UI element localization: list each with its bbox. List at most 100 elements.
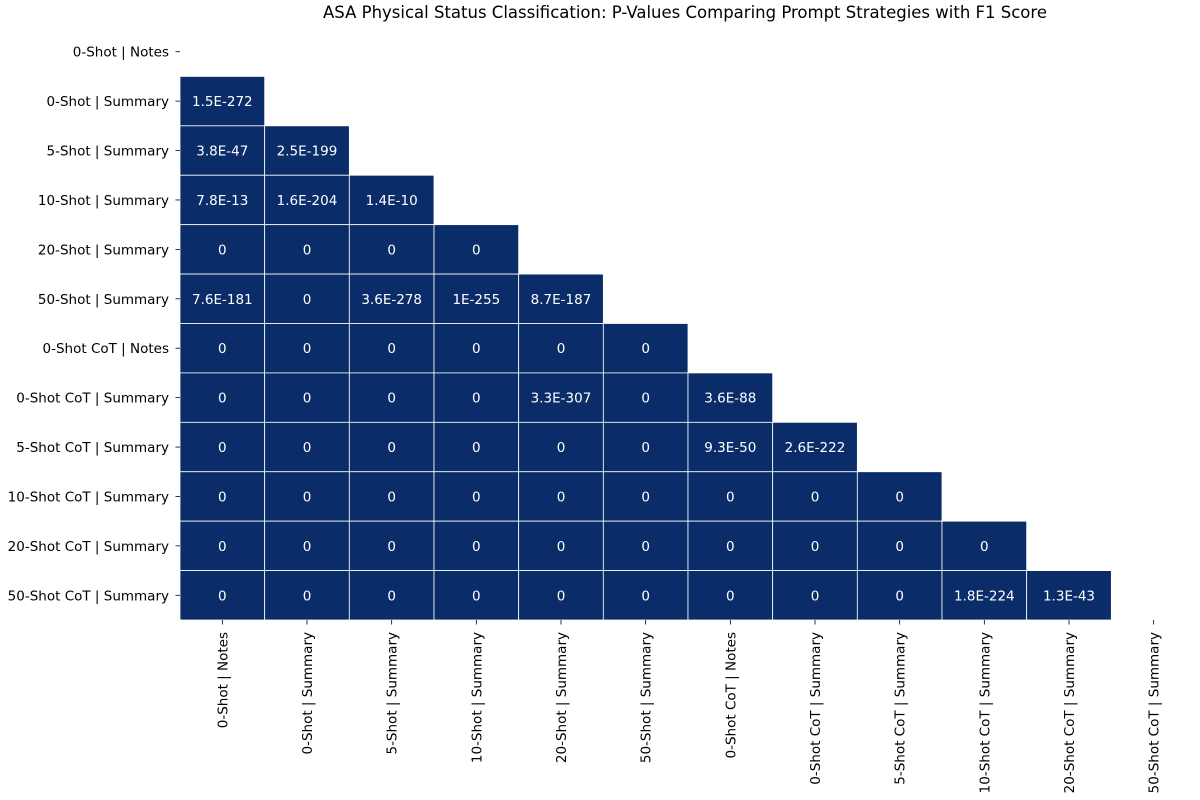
heatmap-cell: [433, 224, 520, 275]
cell-value-label: 0: [472, 489, 481, 505]
x-tick-label: 0-Shot | Summary: [300, 632, 316, 755]
heatmap-cell: [433, 372, 520, 423]
heatmap-cell: [518, 323, 604, 374]
cell-value-label: 0: [387, 341, 396, 357]
cell-value-label: 0: [218, 242, 227, 258]
cell-value-label: 0: [303, 292, 312, 308]
cell-value-label: 0: [726, 489, 735, 505]
x-tick-label: 0-Shot CoT | Notes: [723, 632, 739, 758]
cell-value-label: 3.6E-278: [361, 292, 422, 308]
heatmap-cell: [348, 520, 435, 571]
cell-value-label: 0: [387, 539, 396, 555]
cell-value-label: 0: [218, 341, 227, 357]
heatmap-cell: [856, 520, 943, 571]
heatmap-cell: [518, 273, 604, 324]
heatmap-cell: [264, 520, 350, 571]
y-tick-label: 0-Shot | Notes: [73, 45, 169, 61]
cell-value-label: 0: [557, 440, 566, 456]
cell-value-label: 0: [472, 391, 481, 407]
heatmap-cell: [433, 471, 520, 522]
heatmap-cell: [264, 224, 350, 275]
heatmap-cells: 1.5E-272 3.8E-47 2.5E-199 7.8E-13 1.6E-204 1.…: [179, 76, 1112, 621]
y-tick-labels: 0-Shot | Notes 0-Shot | Summary 5-Shot | S…: [8, 45, 180, 604]
cell-value-label: 0: [472, 588, 481, 604]
cell-value-label: 0: [641, 341, 650, 357]
cell-value-label: 0: [726, 588, 735, 604]
heatmap-cell: [518, 520, 604, 571]
heatmap-cell: [264, 372, 350, 423]
y-tick-label: 10-Shot CoT | Summary: [8, 489, 169, 505]
cell-value-label: 0: [726, 539, 735, 555]
x-tick-label: 20-Shot CoT | Summary: [1062, 632, 1078, 793]
cell-value-label: 0: [641, 440, 650, 456]
heatmap-cell: [264, 273, 350, 324]
x-tick-label: 20-Shot | Summary: [554, 632, 570, 763]
heatmap-cell: [348, 471, 435, 522]
cell-value-label: 0: [472, 539, 481, 555]
heatmap-cell: [602, 520, 689, 571]
cell-value-label: 0: [472, 242, 481, 258]
heatmap-cell: [348, 273, 435, 324]
heatmap-cell: [179, 570, 266, 621]
cell-value-label: 0: [303, 440, 312, 456]
cell-value-label: 0: [387, 391, 396, 407]
heatmap-cell: [179, 174, 266, 226]
cell-value-label: 0: [218, 440, 227, 456]
cell-value-label: 7.8E-13: [196, 193, 248, 209]
heatmap-cell: [264, 174, 350, 226]
heatmap-cell: [433, 323, 520, 374]
cell-value-label: 0: [895, 539, 904, 555]
cell-value-label: 1.8E-224: [954, 588, 1015, 604]
heatmap-cell: [264, 471, 350, 522]
cell-value-label: 0: [811, 489, 820, 505]
heatmap-cell: [687, 421, 774, 473]
cell-value-label: 0: [303, 242, 312, 258]
x-tick-label: 0-Shot CoT | Summary: [808, 632, 824, 785]
heatmap-cell: [856, 570, 943, 621]
y-tick-label: 50-Shot | Summary: [38, 292, 169, 308]
heatmap-cell: [179, 372, 266, 423]
cell-value-label: 0: [387, 242, 396, 258]
x-tick-label: 0-Shot | Notes: [215, 632, 231, 728]
cell-value-label: 0: [557, 489, 566, 505]
heatmap-cell: [772, 520, 858, 571]
cell-value-label: 1.3E-43: [1043, 588, 1095, 604]
cell-value-label: 0: [895, 489, 904, 505]
x-tick-label: 10-Shot CoT | Summary: [977, 632, 993, 793]
x-tick-label: 50-Shot CoT | Summary: [1147, 632, 1163, 793]
heatmap-cell: [687, 471, 774, 522]
cell-value-label: 3.8E-47: [196, 144, 248, 160]
y-tick-label: 0-Shot CoT | Summary: [16, 391, 169, 407]
cell-value-label: 0: [557, 539, 566, 555]
heatmap-cell: [602, 372, 689, 423]
cell-value-label: 0: [895, 588, 904, 604]
cell-value-label: 9.3E-50: [704, 440, 756, 456]
heatmap-cell: [602, 570, 689, 621]
cell-value-label: 1.6E-204: [277, 193, 338, 209]
heatmap-cell: [264, 125, 350, 176]
y-tick-label: 10-Shot | Summary: [38, 193, 169, 209]
cell-value-label: 0: [303, 489, 312, 505]
y-tick-label: 20-Shot | Summary: [38, 242, 169, 258]
cell-value-label: 0: [218, 391, 227, 407]
cell-value-label: 0: [218, 489, 227, 505]
heatmap-cell: [348, 174, 435, 226]
cell-value-label: 3.3E-307: [531, 391, 592, 407]
y-tick-label: 5-Shot | Summary: [46, 144, 169, 160]
x-tick-label: 5-Shot | Summary: [385, 632, 401, 755]
heatmap-cell: [1026, 570, 1112, 621]
heatmap-cell: [433, 570, 520, 621]
cell-value-label: 7.6E-181: [192, 292, 253, 308]
cell-value-label: 0: [641, 391, 650, 407]
cell-value-label: 1.5E-272: [192, 94, 253, 110]
cell-value-label: 0: [472, 440, 481, 456]
heatmap-cell: [179, 76, 266, 127]
y-tick-label: 0-Shot | Summary: [46, 94, 169, 110]
heatmap-cell: [179, 125, 266, 176]
heatmap-cell: [687, 372, 774, 423]
cell-value-label: 2.5E-199: [277, 144, 338, 160]
cell-value-label: 8.7E-187: [531, 292, 592, 308]
heatmap-cell: [856, 471, 943, 522]
heatmap-cell: [772, 421, 858, 473]
